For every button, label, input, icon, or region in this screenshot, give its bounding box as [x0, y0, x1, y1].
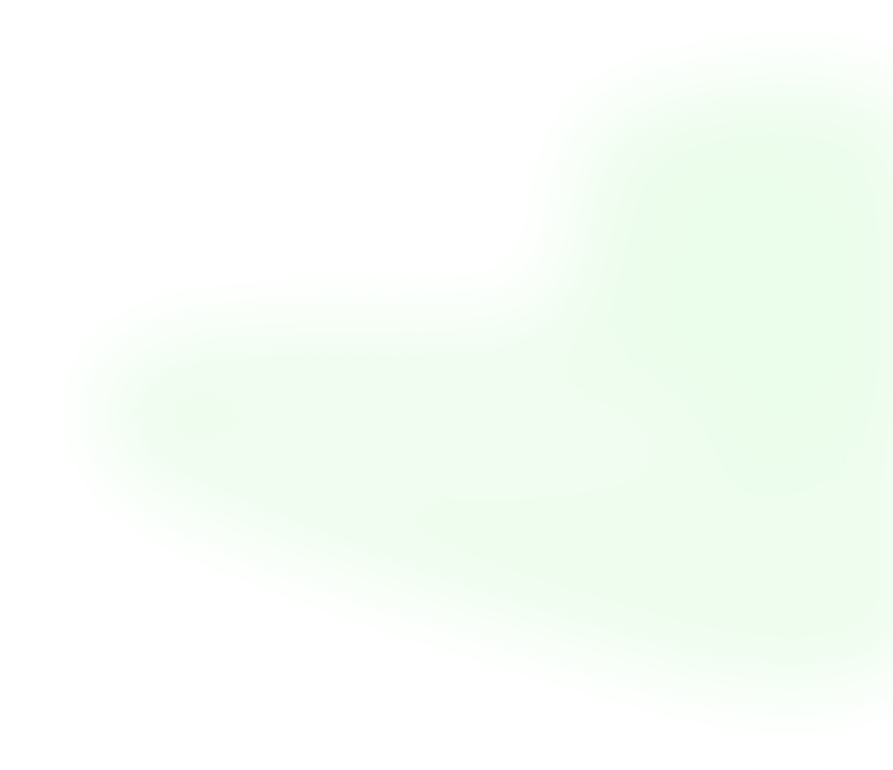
green-glow [101, 78, 893, 688]
glow-core [190, 370, 710, 510]
glow-core [620, 120, 893, 480]
